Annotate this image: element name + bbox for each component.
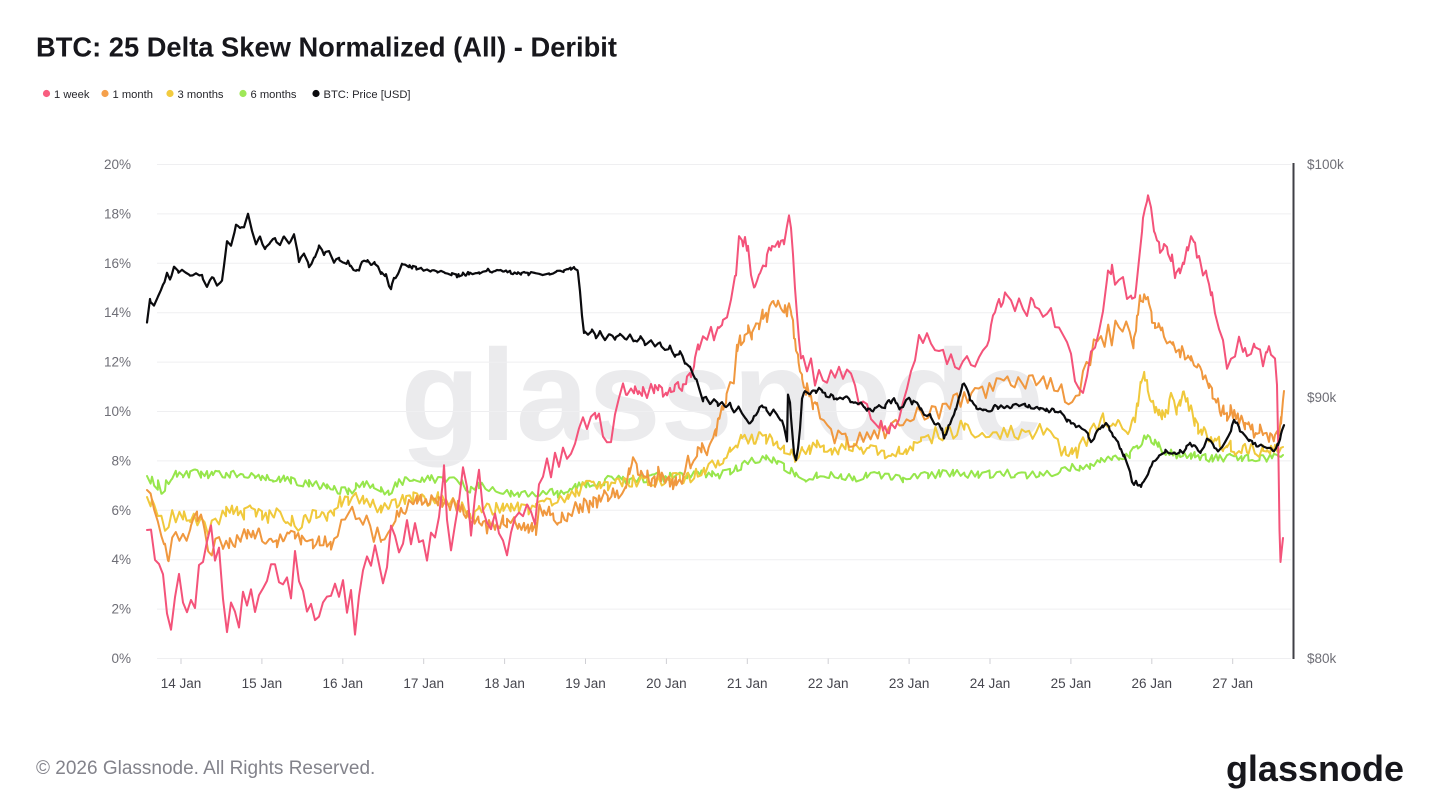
svg-text:21 Jan: 21 Jan (727, 676, 768, 691)
svg-text:17 Jan: 17 Jan (403, 676, 444, 691)
svg-text:glassnode: glassnode (1226, 748, 1404, 789)
svg-text:BTC: 25 Delta Skew Normalized: BTC: 25 Delta Skew Normalized (All) - De… (36, 32, 617, 63)
svg-text:0%: 0% (111, 651, 131, 666)
svg-text:glassnode: glassnode (401, 322, 1044, 468)
svg-text:27 Jan: 27 Jan (1212, 676, 1253, 691)
svg-text:2%: 2% (111, 602, 131, 617)
svg-text:15 Jan: 15 Jan (242, 676, 283, 691)
svg-text:12%: 12% (104, 355, 131, 370)
svg-text:$80k: $80k (1307, 651, 1337, 666)
svg-text:$90k: $90k (1307, 390, 1337, 405)
svg-text:16%: 16% (104, 256, 131, 271)
svg-text:16 Jan: 16 Jan (323, 676, 364, 691)
svg-text:25 Jan: 25 Jan (1051, 676, 1092, 691)
svg-text:1 month: 1 month (113, 89, 153, 101)
svg-text:3 months: 3 months (178, 89, 224, 101)
svg-text:8%: 8% (111, 453, 131, 468)
svg-text:20 Jan: 20 Jan (646, 676, 687, 691)
svg-text:© 2026 Glassnode. All Rights R: © 2026 Glassnode. All Rights Reserved. (36, 758, 375, 779)
svg-text:$100k: $100k (1307, 157, 1344, 172)
svg-text:14%: 14% (104, 305, 131, 320)
svg-text:6%: 6% (111, 503, 131, 518)
svg-text:26 Jan: 26 Jan (1132, 676, 1173, 691)
svg-text:18 Jan: 18 Jan (484, 676, 525, 691)
svg-text:19 Jan: 19 Jan (565, 676, 606, 691)
svg-text:22 Jan: 22 Jan (808, 676, 849, 691)
svg-text:1 week: 1 week (54, 89, 90, 101)
svg-text:20%: 20% (104, 157, 131, 172)
svg-text:BTC: Price [USD]: BTC: Price [USD] (324, 89, 411, 101)
svg-text:10%: 10% (104, 404, 131, 419)
svg-text:14 Jan: 14 Jan (161, 676, 202, 691)
svg-text:6 months: 6 months (251, 89, 297, 101)
svg-text:23 Jan: 23 Jan (889, 676, 930, 691)
svg-text:24 Jan: 24 Jan (970, 676, 1011, 691)
svg-text:18%: 18% (104, 206, 131, 221)
svg-text:4%: 4% (111, 552, 131, 567)
